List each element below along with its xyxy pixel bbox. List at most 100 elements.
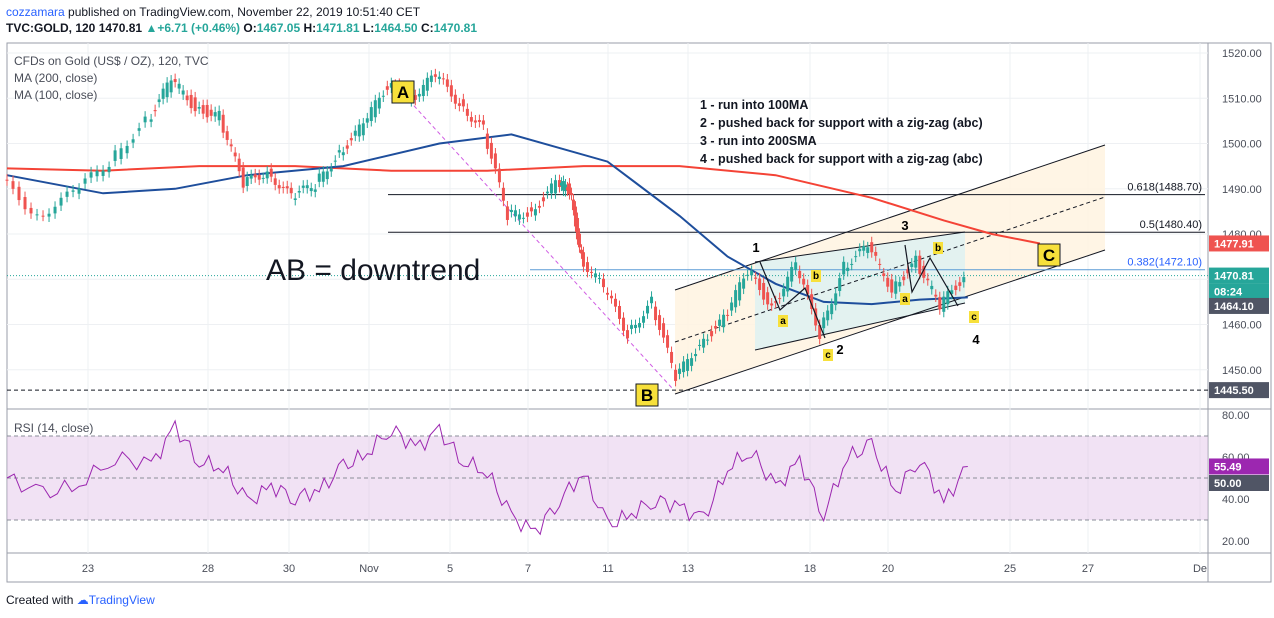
time-tick-2: 30 (283, 563, 295, 575)
candle (281, 181, 285, 194)
svg-text:55.49: 55.49 (1214, 461, 1242, 473)
candle (682, 356, 686, 378)
candle (866, 241, 870, 259)
candle (65, 186, 69, 203)
rsi-line (6, 419, 968, 536)
candle (297, 185, 301, 198)
time-tick-3: Nov (359, 563, 379, 575)
box-lower-line (754, 302, 966, 351)
candle (333, 155, 337, 167)
rsi-legend: RSI (14, close) (14, 421, 93, 435)
candle (265, 166, 269, 184)
candle (257, 169, 261, 186)
author-link[interactable]: cozzamara (6, 5, 65, 19)
open-label: O: (243, 21, 257, 35)
candle (161, 83, 165, 105)
svg-text:a: a (902, 294, 908, 305)
candle (417, 88, 421, 102)
candle (846, 262, 850, 277)
high-label: H: (303, 21, 317, 35)
candle (537, 200, 541, 214)
candle (810, 288, 814, 315)
candle (541, 191, 545, 207)
time-tick-1: 28 (202, 563, 214, 575)
candle (742, 273, 746, 295)
candle (954, 280, 958, 296)
price-tick-1510: 1510.00 (1222, 93, 1262, 105)
candle (197, 101, 201, 115)
candle (429, 70, 433, 88)
candle (71, 184, 75, 198)
candle (593, 267, 597, 283)
candle (814, 303, 818, 331)
candle (670, 346, 674, 369)
downtrend-text: AB = downtrend (266, 254, 480, 287)
candle (425, 72, 429, 97)
candle (469, 111, 473, 128)
candle (958, 276, 962, 292)
candle (529, 201, 533, 217)
candle (634, 319, 638, 334)
candle (878, 258, 882, 270)
candle (642, 310, 646, 329)
candle (571, 194, 575, 216)
candle (573, 201, 577, 232)
candle (389, 77, 393, 94)
time-tick-5: 7 (525, 563, 531, 575)
candle (205, 99, 209, 123)
candle (606, 287, 609, 301)
candle (269, 163, 273, 183)
time-tick-0: 23 (82, 563, 94, 575)
candle (734, 284, 738, 313)
candle (622, 312, 626, 337)
candle (750, 265, 754, 281)
ma200-price-tag: 1477.91 (1209, 235, 1269, 252)
candle (698, 339, 702, 351)
candle (461, 93, 465, 112)
candle (794, 256, 798, 275)
svg-text:C: C (1043, 246, 1055, 265)
candle (834, 287, 838, 311)
price-tick-1490: 1490.00 (1222, 184, 1262, 196)
candle (822, 312, 826, 334)
candle (473, 114, 477, 128)
candle (377, 92, 381, 114)
tradingview-logo-icon: ☁ (76, 593, 89, 607)
svg-text:c: c (971, 312, 977, 323)
candle (107, 161, 111, 178)
zigzag-label-a: a (900, 293, 910, 305)
candle (838, 272, 842, 297)
tradingview-brand-link[interactable]: TradingView (88, 593, 155, 607)
zigzag-paths (759, 244, 959, 339)
candle (674, 364, 678, 387)
candle (77, 183, 81, 200)
svg-text:B: B (641, 386, 653, 405)
note-4: 4 - pushed back for support with a zig-z… (700, 152, 983, 166)
candle (581, 246, 585, 273)
candle (790, 261, 794, 287)
point-1: 1 (752, 240, 759, 255)
candle (521, 212, 525, 224)
candle (758, 273, 762, 296)
candle (149, 113, 153, 128)
candle (221, 109, 225, 139)
wave-c-label: C (1037, 243, 1061, 267)
candle (918, 250, 922, 280)
candle (950, 284, 954, 300)
candle (726, 309, 730, 322)
candle (353, 125, 357, 142)
candle (618, 300, 622, 325)
candle (926, 273, 930, 286)
candle (798, 265, 802, 284)
candle (597, 272, 601, 284)
fib-label-2: 0.382(1472.10) (1127, 257, 1202, 269)
candle (249, 169, 253, 185)
candle (241, 162, 245, 194)
candle (449, 79, 453, 102)
candle (786, 271, 790, 297)
candle (802, 273, 806, 290)
candle (261, 172, 265, 184)
candle (165, 77, 169, 103)
candle (345, 139, 349, 155)
